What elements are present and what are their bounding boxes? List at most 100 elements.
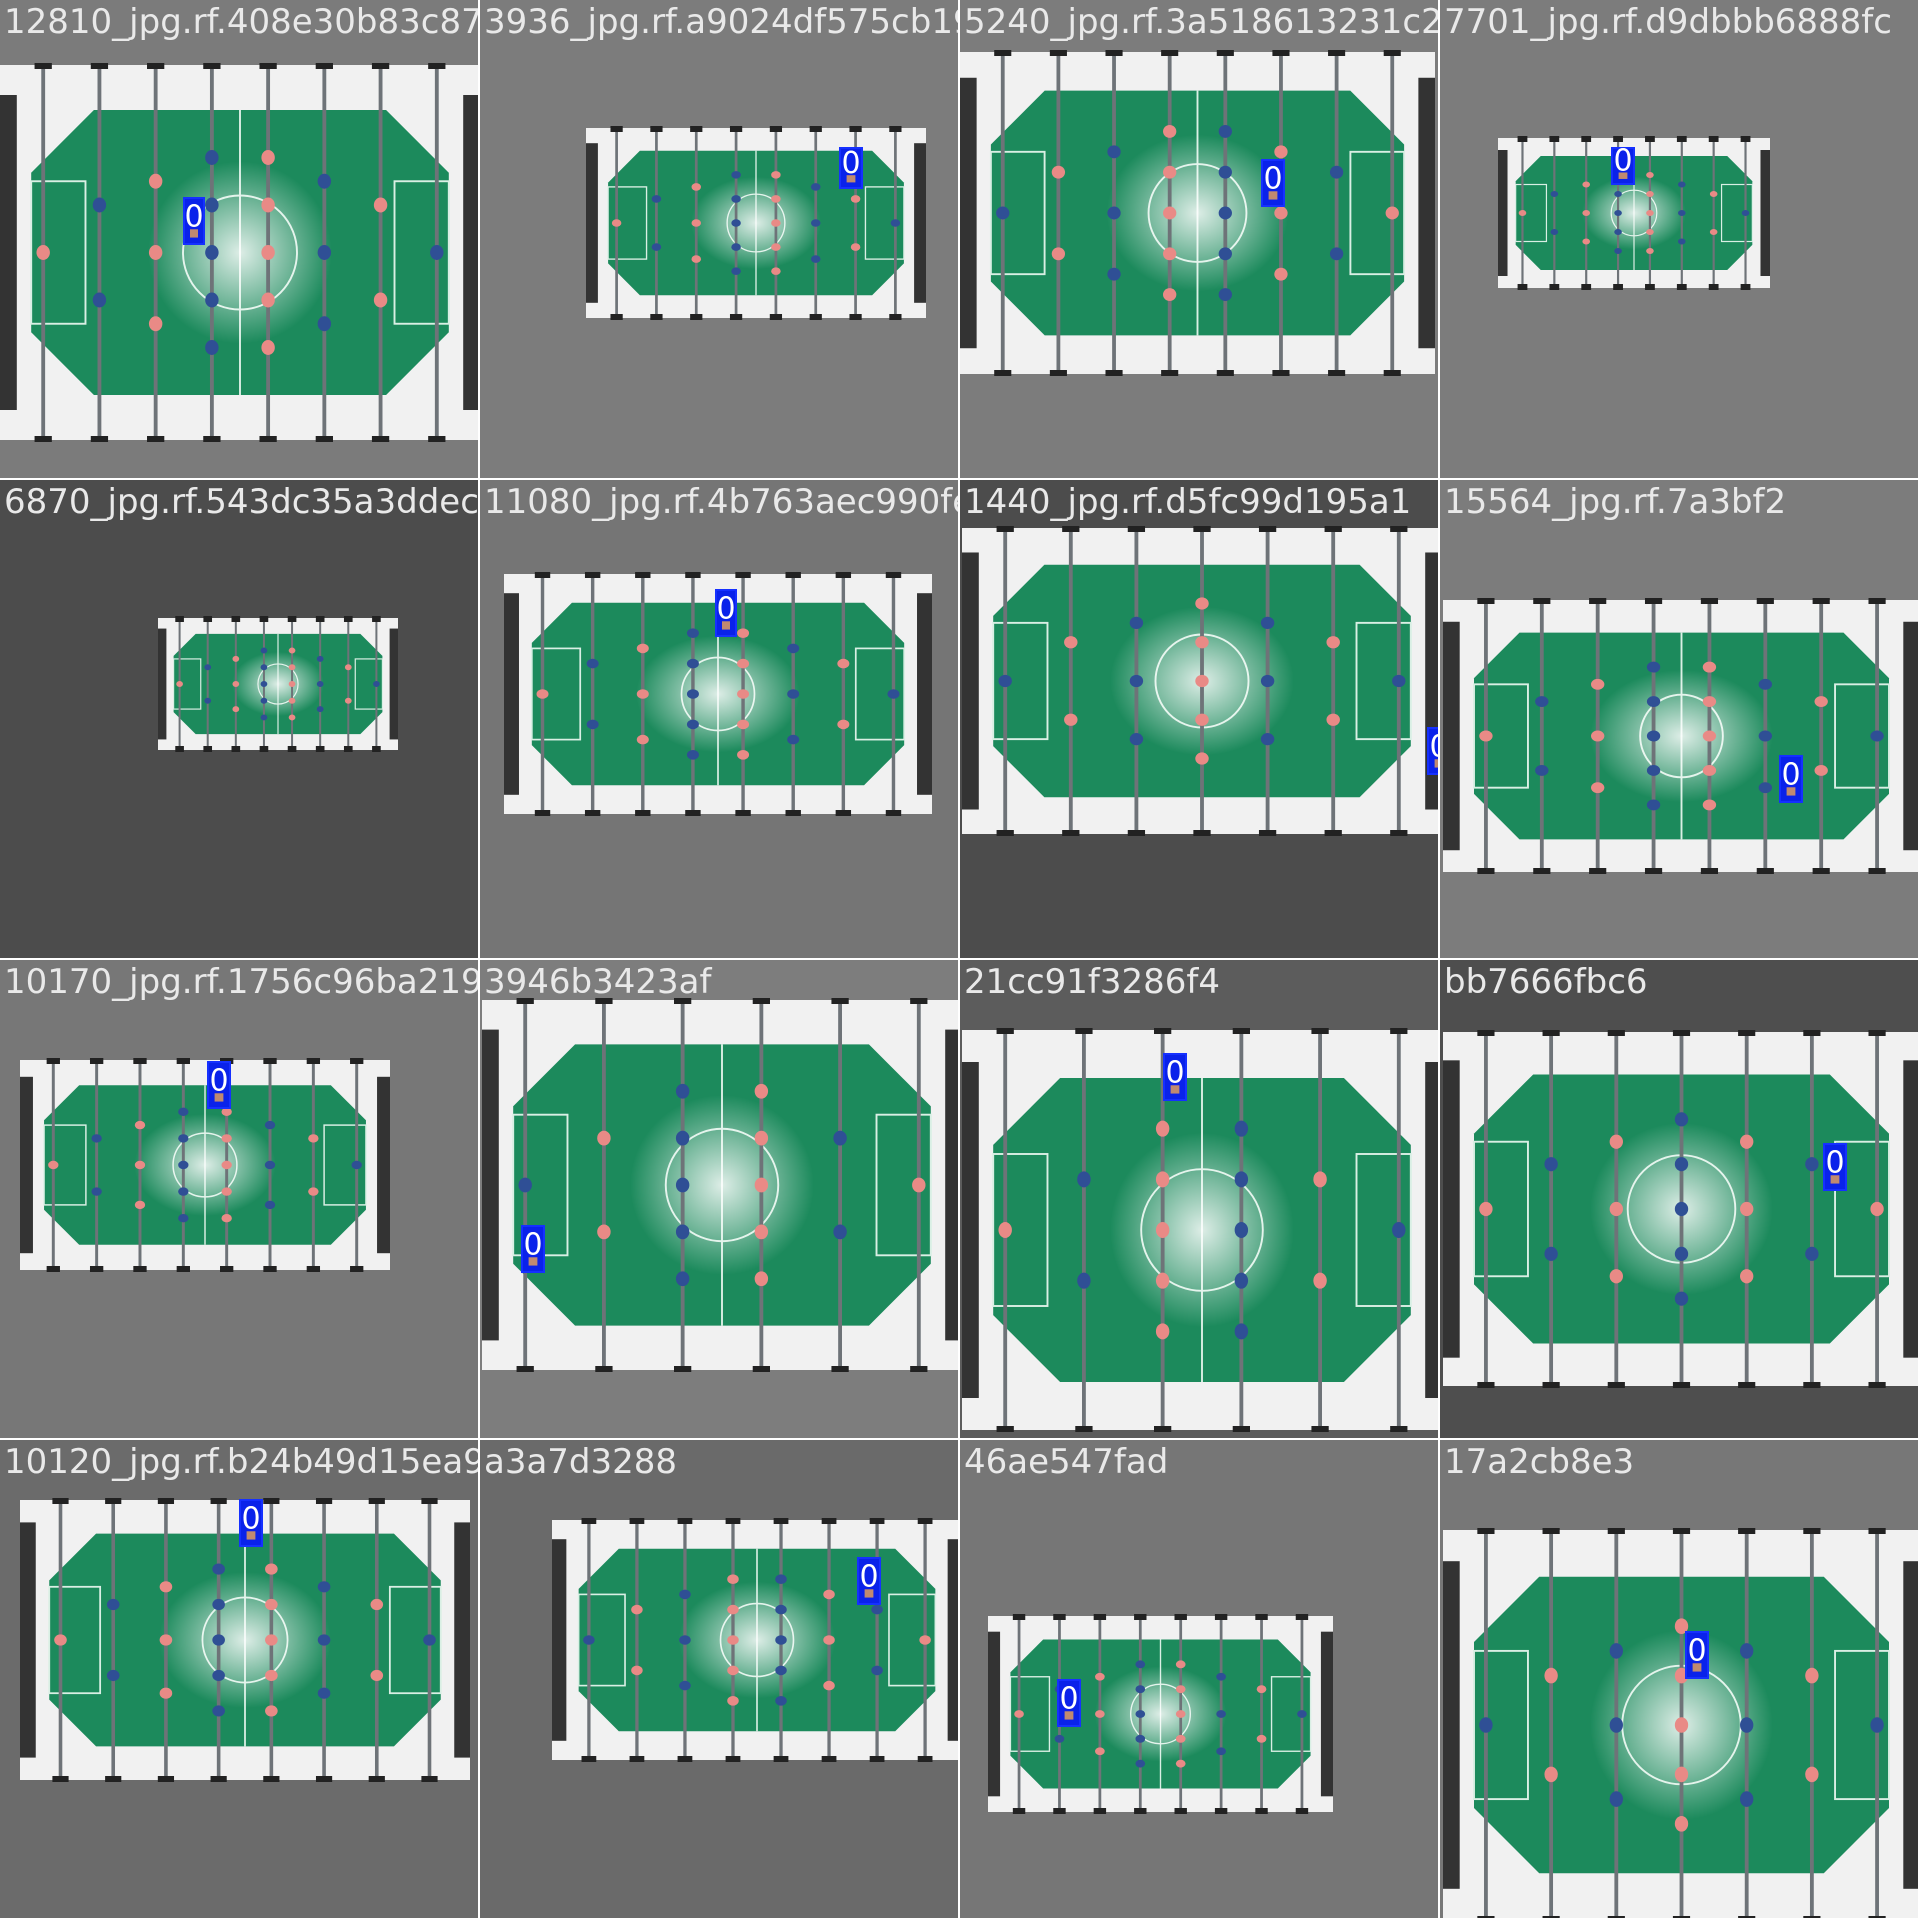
foosball-player: [1614, 248, 1622, 254]
detection-class-label: 0: [1825, 1146, 1844, 1181]
foosball-player: [731, 171, 741, 179]
foosball-player: [106, 1598, 120, 1611]
goal-bar-left: [0, 95, 17, 410]
goal-bar-right: [377, 1076, 390, 1254]
foosball-player: [727, 1604, 739, 1615]
foosball-player: [771, 219, 781, 227]
foosball-player: [1326, 713, 1340, 726]
foosball-player: [1544, 1246, 1558, 1261]
foosball-player: [1218, 124, 1232, 138]
tile-photo: 0: [1443, 1528, 1918, 1918]
foosball-player: [232, 655, 240, 662]
foosball-player: [996, 206, 1010, 220]
goal-bar-left: [960, 77, 977, 349]
foosball-player: [1234, 1222, 1249, 1238]
foosball-player: [344, 697, 352, 704]
foosball-player: [1155, 1120, 1170, 1137]
foosball-player: [148, 173, 163, 189]
foosball-player: [260, 681, 268, 687]
tile-photo: 0: [988, 1614, 1333, 1814]
foosball-player: [837, 719, 850, 730]
image-tile: 0 5240_jpg.rf.3a518613231c27: [960, 0, 1440, 480]
foosball-player: [1216, 1672, 1226, 1681]
foosball-player: [1609, 1643, 1623, 1659]
foosball-player: [912, 1177, 926, 1193]
foosball-player: [260, 697, 268, 704]
foosball-player: [651, 243, 662, 251]
goal-bar-right: [454, 1522, 470, 1758]
foosball-player: [261, 245, 275, 260]
foosball-player: [1646, 172, 1654, 178]
foosball-player: [106, 1669, 120, 1682]
detection-class-label: 0: [1429, 730, 1440, 765]
foosball-player: [221, 1107, 232, 1116]
foosball-player: [1646, 191, 1654, 197]
foosball-player: [1740, 1791, 1754, 1807]
foosball-player: [308, 1134, 319, 1143]
foosball-player: [1544, 1766, 1558, 1783]
foosball-player: [737, 628, 750, 638]
foosball-player: [727, 1635, 739, 1645]
foosball-player: [1135, 1660, 1146, 1669]
goal-bar-left: [552, 1539, 567, 1741]
foosball-player: [686, 658, 699, 669]
foosball-player: [1591, 678, 1605, 690]
foosball-player: [1674, 1246, 1689, 1261]
foosball-player: [1674, 1157, 1689, 1172]
foosball-player: [205, 150, 219, 165]
foosball-player: [1646, 765, 1661, 776]
foosball-player: [1163, 165, 1177, 179]
foosball-player: [775, 1635, 787, 1645]
foosball-player: [1614, 229, 1622, 235]
image-tile: 0 10170_jpg.rf.1756c96ba219: [0, 960, 480, 1440]
foosball-player: [344, 664, 352, 671]
goal-bar-left: [962, 552, 979, 810]
foosball-player: [260, 664, 268, 671]
foosball-player: [373, 681, 380, 687]
foosball-player: [737, 750, 750, 760]
foosball-player: [1051, 247, 1066, 261]
foosball-player: [134, 1200, 146, 1210]
foosball-player: [1646, 799, 1661, 811]
foosball-player: [1582, 210, 1591, 216]
detection-box: 0: [1685, 1631, 1709, 1679]
image-tile: 0 12810_jpg.rf.408e30b83c87: [0, 0, 480, 480]
foosball-player: [1550, 191, 1559, 197]
image-tile: 6870_jpg.rf.543dc35a3ddec7: [0, 480, 480, 960]
foosball-player: [1326, 636, 1340, 649]
goal-bar-right: [945, 1029, 958, 1341]
foosball-player: [1805, 1246, 1819, 1261]
foosball-player: [1077, 1272, 1091, 1289]
foosball-player: [1758, 730, 1772, 742]
foosball-player: [636, 734, 649, 745]
foosball-player: [1814, 696, 1828, 707]
foosball-player: [536, 689, 549, 699]
foosball-player: [731, 195, 741, 203]
detection-box: 0: [1779, 755, 1803, 803]
detection-class-label: 0: [523, 1228, 542, 1263]
detection-box: 0: [1823, 1143, 1847, 1191]
detection-class-label: 0: [1613, 143, 1632, 178]
goal-bar-right: [389, 628, 398, 740]
foosball-player: [261, 292, 275, 308]
foosball-player: [1260, 733, 1275, 746]
foosball-player: [1175, 1710, 1186, 1718]
foosball-player: [1260, 616, 1275, 629]
foosball-player: [1740, 1643, 1754, 1659]
foosball-player: [1274, 267, 1288, 281]
foosball-player: [1129, 674, 1144, 688]
foosball-player: [221, 1214, 232, 1223]
foosball-player: [1195, 713, 1209, 726]
image-tile: 0 21cc91f3286f4: [960, 960, 1440, 1440]
foosball-player: [675, 1271, 690, 1287]
foosball-player: [679, 1680, 691, 1691]
goal-bar-right: [1320, 1631, 1333, 1797]
detection-box: 0: [1057, 1679, 1081, 1727]
detection-class-label: 0: [716, 592, 735, 627]
foosball-player: [221, 1187, 232, 1196]
foosball-player: [686, 689, 699, 699]
tile-photo: 0: [504, 572, 932, 816]
foosball-player: [1107, 145, 1121, 159]
foosball-player: [837, 658, 850, 669]
